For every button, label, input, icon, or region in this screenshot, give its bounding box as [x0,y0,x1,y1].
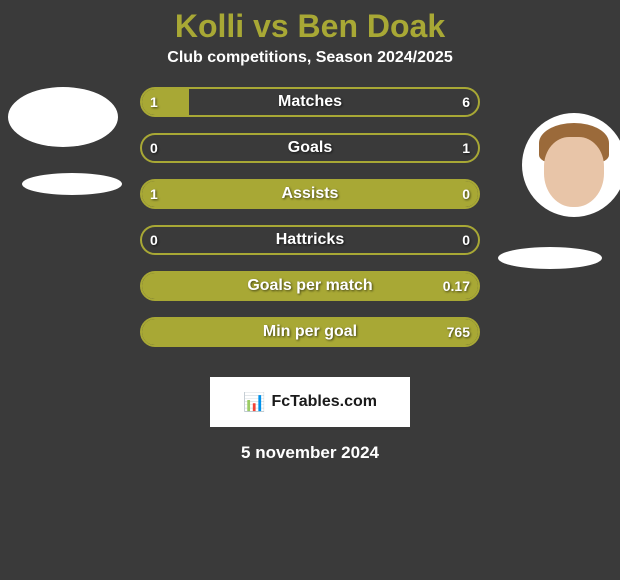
stat-row: Matches16 [140,87,480,117]
chart-icon: 📊 [243,393,265,411]
stat-bar-track [140,317,480,347]
player-left-avatar [8,87,118,147]
main-area: Matches16 Goals01 Assists10 Hattricks00 Goal… [0,87,620,367]
player-right-avatar [522,113,620,217]
stat-row: Hattricks00 [140,225,480,255]
comparison-card: Kolli vs Ben Doak Club competitions, Sea… [0,0,620,463]
stat-bar-track [140,225,480,255]
stat-row: Goals01 [140,133,480,163]
page-subtitle: Club competitions, Season 2024/2025 [0,49,620,67]
stat-bar-track [140,87,480,117]
stat-bar-left-fill [142,89,189,115]
date-label: 5 november 2024 [0,443,620,463]
stat-bar-track [140,133,480,163]
stat-bar-track [140,271,480,301]
page-title: Kolli vs Ben Doak [0,8,620,45]
avatar-face-icon [544,137,604,207]
stat-bar-left-fill [142,319,478,345]
stat-row: Min per goal765 [140,317,480,347]
stat-row: Goals per match0.17 [140,271,480,301]
stat-bar-left-fill [142,273,478,299]
branding-text: FcTables.com [271,393,377,411]
player-right-avatar-shadow [498,247,602,269]
player-left-avatar-shadow [22,173,122,195]
stat-row: Assists10 [140,179,480,209]
stat-bar-track [140,179,480,209]
stat-bar-left-fill [142,181,478,207]
stat-bars: Matches16 Goals01 Assists10 Hattricks00 Goal… [140,87,480,363]
branding-badge: 📊 FcTables.com [210,377,410,427]
